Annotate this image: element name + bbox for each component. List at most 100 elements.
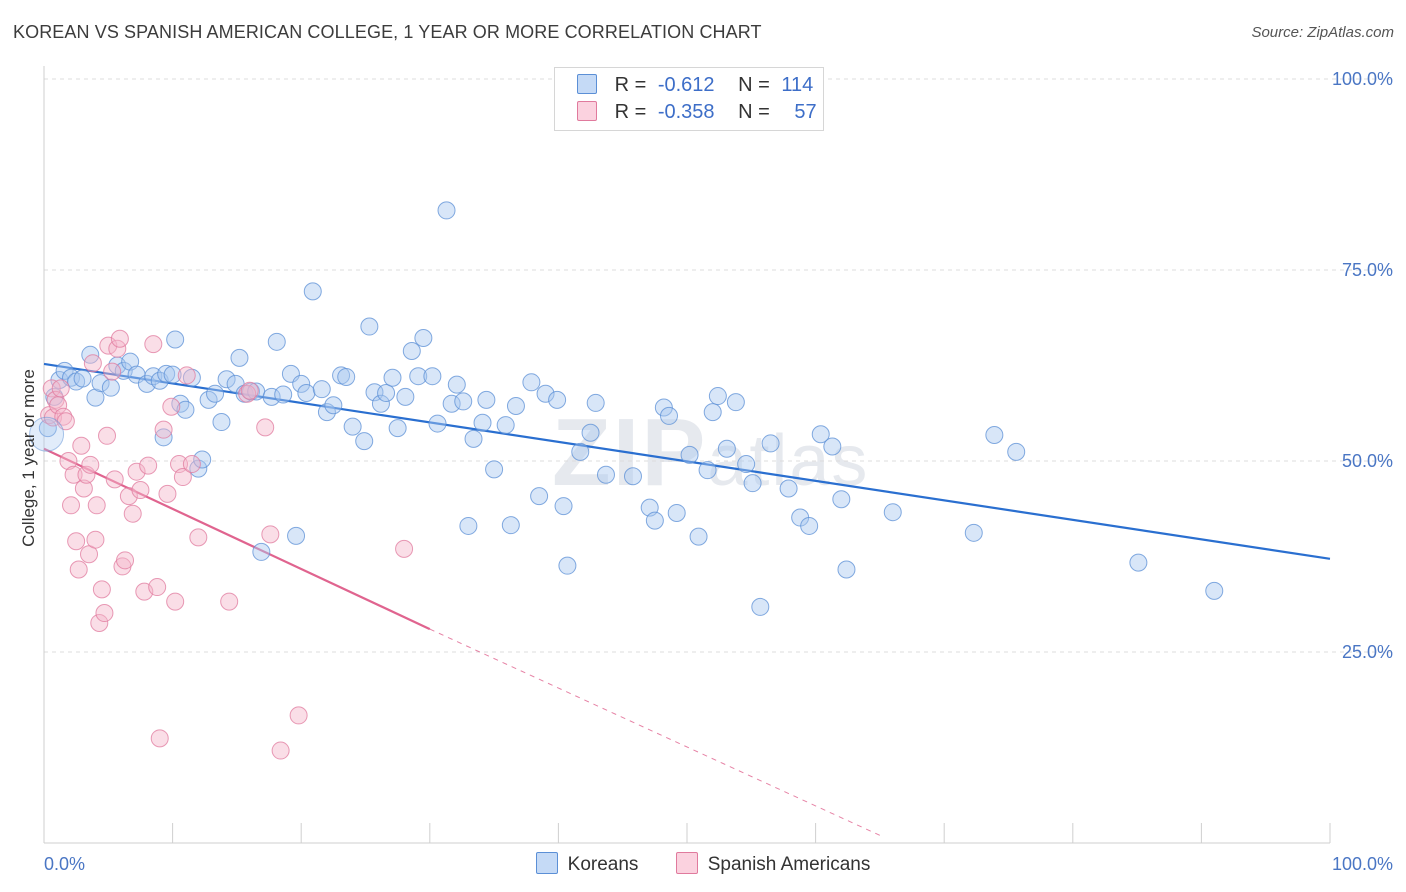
point-spanish-americans <box>103 362 122 381</box>
point-koreans <box>91 374 110 393</box>
legend-swatch-koreans <box>577 74 597 94</box>
point-koreans <box>737 455 756 474</box>
point-koreans <box>274 385 293 404</box>
series-legend: Koreans Spanish Americans <box>0 852 1406 876</box>
point-koreans <box>121 352 140 371</box>
point-koreans <box>698 461 717 480</box>
point-koreans <box>485 460 504 479</box>
point-spanish-americans <box>289 706 308 725</box>
point-koreans <box>312 380 331 399</box>
point-koreans <box>252 542 271 561</box>
point-spanish-americans <box>220 592 239 611</box>
point-koreans <box>101 378 120 397</box>
point-koreans <box>206 384 225 403</box>
point-koreans <box>506 396 525 415</box>
point-spanish-americans <box>256 418 275 437</box>
point-koreans <box>667 503 686 522</box>
point-spanish-americans <box>177 366 196 385</box>
point-koreans <box>437 201 456 220</box>
point-spanish-americans <box>119 487 138 506</box>
point-koreans <box>262 387 281 406</box>
point-koreans <box>442 394 461 413</box>
gridlines <box>44 78 1392 653</box>
point-spanish-americans <box>59 452 78 470</box>
point-koreans <box>717 439 736 458</box>
point-koreans <box>1129 553 1148 572</box>
y-tick-label: 25.0% <box>1342 642 1393 662</box>
point-koreans <box>586 393 605 412</box>
point-koreans <box>402 341 421 360</box>
point-koreans <box>823 437 842 456</box>
point-koreans <box>708 387 727 406</box>
point-koreans <box>837 560 856 579</box>
axes <box>43 66 1331 844</box>
point-koreans <box>596 465 615 484</box>
y-axis-label: College, 1 year or more <box>19 369 38 547</box>
point-koreans <box>654 398 673 417</box>
point-koreans <box>189 459 208 478</box>
point-spanish-americans <box>77 465 96 484</box>
point-koreans <box>414 328 433 347</box>
point-koreans <box>212 413 231 432</box>
point-koreans <box>536 384 555 403</box>
point-spanish-americans <box>150 729 169 748</box>
legend-row-spanish-americans: R = -0.358 N = 57 <box>577 101 817 127</box>
point-koreans <box>558 556 577 575</box>
point-spanish-americans <box>64 465 83 484</box>
watermark: ZIPatlas <box>552 398 869 508</box>
point-spanish-americans <box>83 354 102 373</box>
point-koreans <box>761 434 780 453</box>
point-koreans <box>176 400 195 419</box>
point-koreans <box>800 516 819 535</box>
point-spanish-americans <box>144 335 163 354</box>
point-koreans <box>743 474 762 493</box>
point-spanish-americans <box>148 578 167 597</box>
legend-swatch-spanish-americans <box>675 852 698 874</box>
point-spanish-americans <box>116 551 135 570</box>
point-koreans <box>581 423 600 442</box>
point-koreans <box>985 426 1004 445</box>
point-spanish-americans <box>182 455 201 474</box>
point-koreans <box>377 384 396 403</box>
trendline-extension <box>429 628 881 836</box>
stats-legend: R = -0.612 N = 114 R = -0.358 N = 57 <box>554 67 824 131</box>
point-spanish-americans <box>72 436 91 455</box>
point-spanish-americans <box>95 604 114 623</box>
point-koreans <box>29 416 65 452</box>
source-label: Source: ZipAtlas.com <box>1251 24 1394 41</box>
trendline-spanish-americans <box>43 447 431 631</box>
point-spanish-americans <box>261 525 280 544</box>
point-spanish-americans <box>139 456 158 475</box>
point-spanish-americans <box>90 613 109 632</box>
legend-item-koreans[interactable]: Koreans <box>535 852 638 876</box>
point-koreans <box>396 387 415 406</box>
legend-r-value: -0.612 <box>657 74 715 96</box>
point-koreans <box>297 384 316 403</box>
point-koreans <box>447 375 466 394</box>
point-koreans <box>409 367 428 386</box>
point-spanish-americans <box>42 379 61 398</box>
point-spanish-americans <box>238 384 257 403</box>
legend-item-spanish-americans[interactable]: Spanish Americans <box>675 852 870 876</box>
point-spanish-americans <box>92 580 111 599</box>
point-koreans <box>883 503 902 522</box>
point-koreans <box>371 394 390 413</box>
point-spanish-americans <box>158 484 177 503</box>
point-koreans <box>680 445 699 464</box>
legend-r-label: R = <box>614 74 647 96</box>
point-koreans <box>811 425 830 444</box>
legend-r-label: R = <box>614 101 647 123</box>
point-spanish-americans <box>67 532 86 551</box>
point-koreans <box>355 432 374 451</box>
point-koreans <box>388 419 407 438</box>
point-koreans <box>287 526 306 545</box>
point-koreans <box>522 373 541 392</box>
y-tick-label: 100.0% <box>1332 69 1393 89</box>
x-tick-label: 0.0% <box>44 854 85 874</box>
x-tick-label: 100.0% <box>1332 854 1393 874</box>
point-spanish-americans <box>123 504 142 523</box>
legend-row-koreans: R = -0.612 N = 114 <box>577 74 813 100</box>
point-spanish-americans <box>240 381 259 400</box>
point-koreans <box>964 523 983 542</box>
